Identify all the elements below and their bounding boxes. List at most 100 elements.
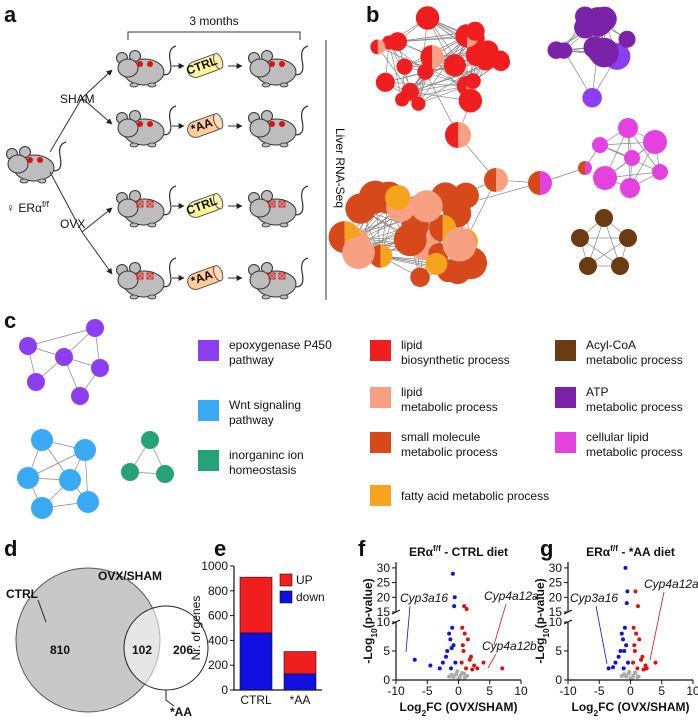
mouse-foot bbox=[279, 82, 289, 88]
data-point bbox=[644, 666, 649, 671]
network-node bbox=[540, 171, 552, 195]
network-node bbox=[585, 161, 592, 175]
mouse-foot bbox=[129, 82, 139, 88]
diet-pellet: CTRL bbox=[184, 53, 224, 78]
network-node bbox=[455, 24, 468, 48]
ovary-intact bbox=[137, 61, 143, 67]
network-node bbox=[571, 229, 589, 247]
data-point bbox=[445, 649, 450, 653]
network-node bbox=[593, 166, 617, 190]
network-node bbox=[425, 252, 448, 275]
panel-label: g bbox=[540, 536, 553, 561]
mouse-foot bbox=[147, 82, 157, 88]
data-point bbox=[622, 649, 627, 653]
data-point bbox=[606, 666, 611, 671]
group-label: OVX bbox=[60, 217, 85, 231]
data-point bbox=[428, 663, 433, 668]
legend-label: cellular lipid bbox=[586, 430, 649, 444]
network-node bbox=[380, 244, 393, 268]
ovary-removed bbox=[136, 272, 144, 280]
mouse-foot bbox=[147, 294, 157, 300]
venn-pointer bbox=[37, 599, 47, 623]
network-node bbox=[411, 96, 426, 111]
network-node bbox=[445, 122, 458, 148]
x-axis-label: Log2FC (OVX/SHAM) bbox=[571, 700, 689, 718]
data-point bbox=[622, 625, 627, 630]
mouse-foot bbox=[147, 222, 157, 228]
mouse-head bbox=[7, 154, 29, 174]
network-node bbox=[141, 431, 159, 449]
data-point bbox=[637, 637, 642, 642]
mouse-icon bbox=[248, 45, 309, 88]
ovary-intact bbox=[137, 121, 143, 127]
annotation-arrow bbox=[493, 603, 507, 646]
data-point bbox=[636, 604, 640, 609]
data-point bbox=[451, 643, 456, 648]
ovary-removed bbox=[146, 200, 154, 208]
legend-label: Acyl-CoA bbox=[586, 338, 636, 352]
data-point bbox=[633, 589, 638, 594]
chart-title: ERαf/f - *AA diet bbox=[586, 543, 675, 559]
y-tick-label: 1000 bbox=[201, 559, 228, 573]
legend-label: homeostasis bbox=[229, 463, 296, 477]
x-tick-label: CTRL bbox=[240, 693, 272, 707]
panel-label: a bbox=[4, 2, 17, 27]
network-node bbox=[415, 6, 440, 30]
network-node bbox=[618, 118, 638, 138]
annotation: Cyp3a16 bbox=[400, 591, 448, 605]
data-point bbox=[621, 637, 625, 642]
y-tick-label: 15 bbox=[377, 605, 391, 619]
mouse-foot bbox=[147, 142, 157, 148]
legend-label: metabolic process bbox=[586, 445, 683, 459]
ovary-intact bbox=[269, 121, 275, 127]
network-node bbox=[458, 122, 471, 148]
mouse-icon bbox=[248, 185, 309, 228]
legend-swatch bbox=[370, 340, 391, 361]
network-node bbox=[410, 190, 443, 223]
chart-title-part: f/f bbox=[433, 543, 441, 553]
ovary-removed bbox=[268, 272, 276, 280]
x-axis-label: Log2FC (OVX/SHAM) bbox=[399, 700, 517, 718]
legend-label: pathway bbox=[229, 353, 274, 367]
mouse-foot bbox=[129, 222, 139, 228]
venn-count: 810 bbox=[50, 643, 70, 657]
mouse-foot bbox=[279, 294, 289, 300]
annotation-arrow bbox=[487, 653, 497, 669]
y-tick-label: 5 bbox=[555, 644, 562, 658]
mouse-foot bbox=[37, 178, 47, 184]
y-tick-label: 600 bbox=[208, 609, 228, 623]
data-point bbox=[460, 643, 465, 648]
ovary-removed bbox=[278, 272, 286, 280]
network-node bbox=[27, 373, 45, 391]
x-tick-label: *AA bbox=[290, 693, 311, 707]
network-node bbox=[17, 467, 39, 489]
network-node bbox=[489, 50, 510, 71]
pellet-end bbox=[213, 113, 224, 130]
data-point bbox=[448, 637, 453, 642]
x-tick-label: -5 bbox=[594, 684, 605, 698]
legend-label: ATP bbox=[586, 385, 608, 399]
data-point bbox=[616, 654, 621, 659]
data-point bbox=[412, 657, 417, 662]
panel-label: b bbox=[366, 2, 379, 27]
data-point bbox=[440, 660, 445, 665]
bar-segment bbox=[283, 651, 317, 675]
ovary-intact bbox=[27, 157, 33, 163]
network-node bbox=[401, 83, 420, 101]
y-tick-label: 800 bbox=[208, 584, 228, 598]
x-axis-label-part: 2 bbox=[421, 708, 426, 718]
flow-arrow bbox=[81, 231, 113, 275]
mouse-icon bbox=[116, 257, 177, 300]
mouse-icon bbox=[248, 257, 309, 300]
data-point bbox=[631, 660, 635, 665]
ovary-removed bbox=[268, 200, 276, 208]
y-tick-label: 25 bbox=[549, 576, 563, 590]
legend-swatch bbox=[279, 573, 293, 587]
legend-swatch bbox=[370, 387, 391, 408]
legend-swatch bbox=[279, 590, 293, 604]
network-node bbox=[496, 168, 508, 192]
mouse-tail bbox=[291, 45, 309, 76]
network-node bbox=[589, 37, 619, 68]
y-tick-label: 30 bbox=[549, 561, 563, 575]
network-node bbox=[652, 164, 668, 180]
